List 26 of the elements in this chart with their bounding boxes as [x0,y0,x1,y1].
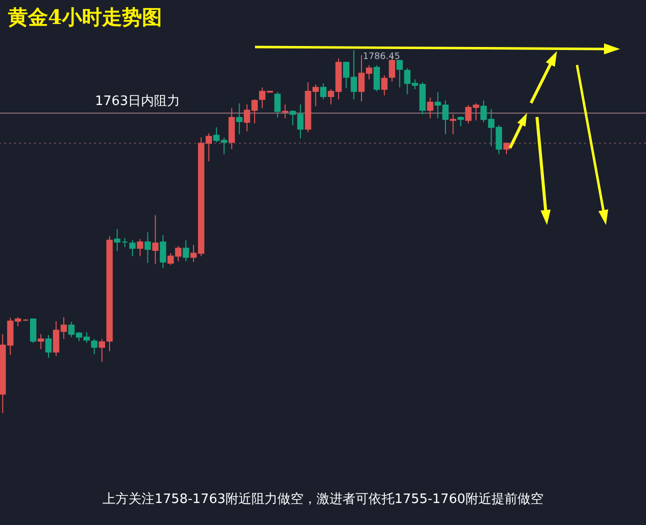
candlestick [30,318,36,344]
ref-line-label: 1763日内阻力 [95,94,180,110]
candlestick [458,116,464,127]
candlestick [136,238,144,257]
candlestick [396,60,403,88]
candlestick [91,338,98,355]
candlestick [381,74,388,96]
chart-title: 黄金4小时走势图 [8,4,162,31]
candlestick [503,142,510,155]
candlestick [236,102,243,135]
candlestick [160,234,166,269]
candlestick [152,214,159,265]
candlestick [450,114,456,135]
candlestick [374,64,380,92]
candlestick [38,334,44,350]
candlestick [282,104,288,119]
candlestick [274,92,281,118]
candlestick [427,97,434,119]
candlestick [45,334,52,358]
text: 上方关注1758-1763附近阻力做空，激进者可依托1755-1760附近提前做空 [102,491,544,508]
annotation: 1786.45 [362,52,400,62]
candlestick [144,232,151,264]
candlestick [320,82,326,100]
candlestick [98,338,106,362]
candlestick [129,240,136,257]
candlestick [182,240,190,262]
